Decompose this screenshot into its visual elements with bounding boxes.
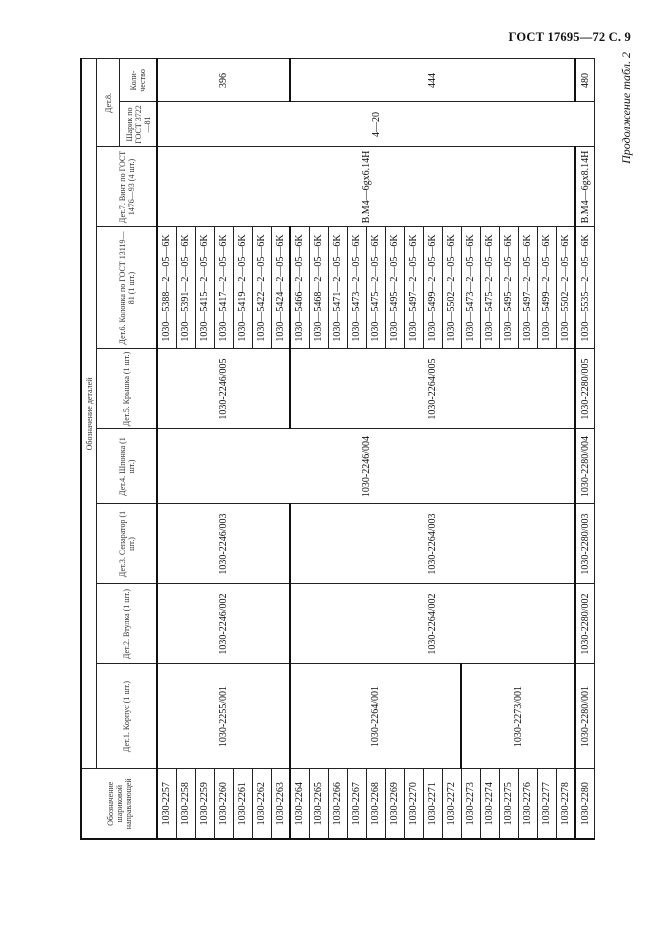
table-row: 1030-2257 1030-2255/001 1030-2246/002 1030-… — [157, 58, 595, 839]
det3-cell: 1030-2246/003 — [157, 504, 291, 584]
designation-cell: 1030-2276 — [518, 769, 538, 839]
det6-cell: 1030—5497—2—05—6K — [404, 227, 424, 349]
header-det3: Дет.3. Сепаратор (1 шт.) — [96, 504, 157, 584]
det6-cell: 1030—5502—2—05—6K — [556, 227, 576, 349]
table-caption: Продолжение табл. 2 — [619, 52, 633, 164]
designation-cell: 1030-2278 — [556, 769, 576, 839]
designation-cell: 1030-2259 — [195, 769, 215, 839]
det6-cell: 1030—5424—2—05—6K — [271, 227, 291, 349]
det6-cell: 1030—5475—2—05—6K — [366, 227, 386, 349]
header-det1: Дет.1. Корпус (1 шт.) — [96, 664, 157, 769]
det1-cell: 1030-2273/001 — [461, 664, 576, 769]
det6-cell: 1030—5473—2—05—6K — [461, 227, 481, 349]
designation-cell: 1030-2269 — [385, 769, 405, 839]
designation-cell: 1030-2272 — [442, 769, 462, 839]
designation-cell: 1030-2266 — [328, 769, 348, 839]
header-det8: Дет.8. — [96, 58, 120, 147]
designation-cell: 1030-2270 — [404, 769, 424, 839]
det6-cell: 1030—5388—2—05—6K — [157, 227, 177, 349]
det1-cell: 1030-2255/001 — [157, 664, 291, 769]
header-det7: Дет.7. Винт по ГОСТ 1476—93 (4 шт.) — [96, 147, 157, 227]
det8-qty-cell: 480 — [575, 58, 595, 102]
det6-cell: 1030—5415—2—05—6K — [195, 227, 215, 349]
designation-cell: 1030-2267 — [347, 769, 367, 839]
det6-cell: 1030—5419—2—05—6K — [233, 227, 253, 349]
header-det4: Дет.4. Шпонка (1 шт.) — [96, 429, 157, 504]
det6-cell: 1030—5468—2—05—6K — [309, 227, 329, 349]
det6-cell: 1030—5502—2—05—6K — [442, 227, 462, 349]
det1-cell: 1030-2280/001 — [575, 664, 595, 769]
rotated-table-wrapper: Обозначение шариковой направляющей Обозн… — [80, 58, 595, 840]
header-det2: Дет.2. Втулка (1 шт.) — [96, 584, 157, 664]
header-group-parts: Обозначение деталей — [81, 58, 97, 769]
designation-cell: 1030-2277 — [537, 769, 557, 839]
header-det6: Дет.6. Колонка по ГОСТ 13119—81 (1 шт.) — [96, 227, 157, 349]
det5-cell: 1030-2264/005 — [290, 349, 576, 429]
det6-cell: 1030—5499—2—05—6K — [423, 227, 443, 349]
det2-cell: 1030-2264/002 — [290, 584, 576, 664]
designation-cell: 1030-2273 — [461, 769, 481, 839]
designation-cell: 1030-2280 — [575, 769, 595, 839]
designation-cell: 1030-2275 — [499, 769, 519, 839]
det7-cell: В.М4—6gх8.14Н — [575, 147, 595, 227]
designation-cell: 1030-2258 — [176, 769, 196, 839]
designation-cell: 1030-2271 — [423, 769, 443, 839]
det3-cell: 1030-2280/003 — [575, 504, 595, 584]
det5-cell: 1030-2246/005 — [157, 349, 291, 429]
det3-cell: 1030-2264/003 — [290, 504, 576, 584]
table-row: 1030-2280 1030-2280/001 1030-2280/002 1030-… — [575, 58, 595, 839]
det2-cell: 1030-2280/002 — [575, 584, 595, 664]
det6-cell: 1030—5471—2—05—6K — [328, 227, 348, 349]
designation-cell: 1030-2268 — [366, 769, 386, 839]
page-header: ГОСТ 17695—72 С. 9 — [508, 30, 631, 44]
designation-cell: 1030-2257 — [157, 769, 177, 839]
header-designation: Обозначение шариковой направляющей — [81, 769, 157, 839]
designation-cell: 1030-2262 — [252, 769, 272, 839]
designation-cell: 1030-2274 — [480, 769, 500, 839]
det4-cell: 1030-2280/004 — [575, 429, 595, 504]
det6-cell: 1030—5391—2—05—6K — [176, 227, 196, 349]
det8-ball-cell: 4—20 — [157, 102, 595, 147]
det6-cell: 1030—5495—2—05—6K — [385, 227, 405, 349]
det8-qty-cell: 396 — [157, 58, 291, 102]
designation-cell: 1030-2265 — [309, 769, 329, 839]
det7-cell: В.М4—6gх6.14Н — [157, 147, 576, 227]
header-det8-ball: Шарик по ГОСТ 3722—81 — [119, 102, 157, 147]
det1-cell: 1030-2264/001 — [290, 664, 462, 769]
det2-cell: 1030-2246/002 — [157, 584, 291, 664]
det6-cell: 1030—5422—2—05—6K — [252, 227, 272, 349]
det6-cell: 1030—5475—2—05—6K — [480, 227, 500, 349]
designation-cell: 1030-2263 — [271, 769, 291, 839]
det6-cell: 1030—5535—2—05—6K — [575, 227, 595, 349]
det6-cell: 1030—5417—2—05—6K — [214, 227, 234, 349]
parts-table: Обозначение шариковой направляющей Обозн… — [80, 58, 595, 840]
det6-cell: 1030—5466—2—05—6K — [290, 227, 310, 349]
det5-cell: 1030-2280/005 — [575, 349, 595, 429]
designation-cell: 1030-2261 — [233, 769, 253, 839]
header-det8-qty: Коли-чество — [119, 58, 157, 102]
det8-qty-cell: 444 — [290, 58, 576, 102]
det6-cell: 1030—5473—2—05—6K — [347, 227, 367, 349]
designation-cell: 1030-2260 — [214, 769, 234, 839]
designation-cell: 1030-2264 — [290, 769, 310, 839]
header-det5: Дет.5. Крышка (1 шт.) — [96, 349, 157, 429]
table-body: 1030-2257 1030-2255/001 1030-2246/002 1030-… — [157, 58, 595, 839]
det4-cell: 1030-2246/004 — [157, 429, 576, 504]
det6-cell: 1030—5495—2—05—6K — [499, 227, 519, 349]
det6-cell: 1030—5499—2—05—6K — [537, 227, 557, 349]
det6-cell: 1030—5497—2—05—6K — [518, 227, 538, 349]
